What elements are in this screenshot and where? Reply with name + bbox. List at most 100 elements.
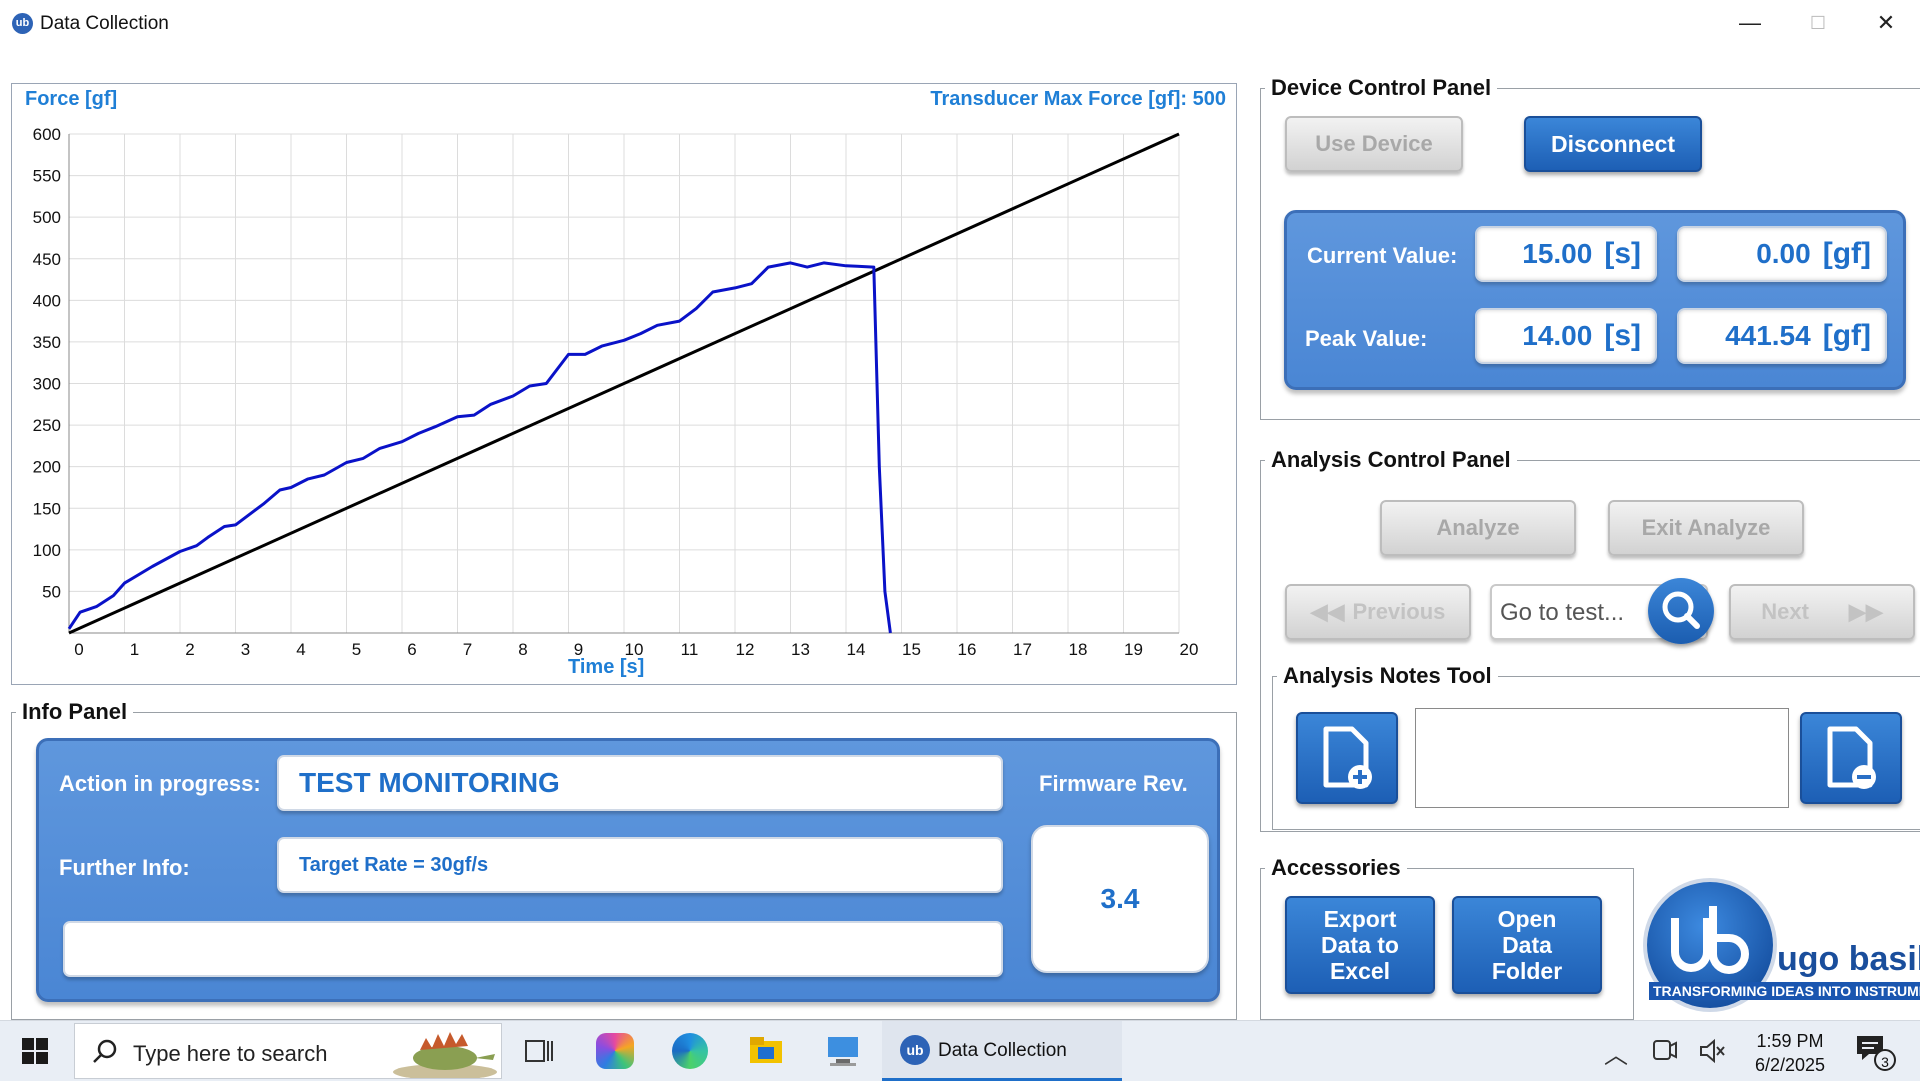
taskbar: Type here to search ub Data Collection ︿… [0, 1020, 1920, 1081]
taskbar-app-data-collection[interactable]: ub Data Collection [882, 1021, 1122, 1081]
notes-textbox[interactable] [1415, 708, 1789, 808]
current-time-unit: [s] [1604, 237, 1641, 270]
volume-muted-icon[interactable] [1698, 1037, 1726, 1065]
accessories-panel: Accessories [1260, 855, 1634, 1020]
add-document-icon [1323, 726, 1372, 789]
current-time-display: 15.00 [s] [1475, 226, 1657, 282]
current-force-value: 0.00 [1756, 238, 1811, 269]
x-tick-label: 5 [352, 640, 361, 659]
peak-time-unit: [s] [1604, 319, 1641, 352]
target-ramp-line [68, 132, 1180, 635]
previous-label: Previous [1352, 599, 1446, 624]
open-data-folder-button[interactable]: Open Data Folder [1452, 896, 1602, 994]
peak-time-display: 14.00 [s] [1475, 308, 1657, 364]
action-value: TEST MONITORING [299, 767, 560, 798]
info-panel: Info Panel [11, 699, 1237, 1020]
task-view-icon[interactable] [524, 1037, 554, 1065]
analyze-button[interactable]: Analyze [1380, 500, 1576, 556]
use-device-button[interactable]: Use Device [1285, 116, 1463, 172]
exit-analyze-button[interactable]: Exit Analyze [1608, 500, 1804, 556]
previous-button[interactable]: ◀◀ Previous [1285, 584, 1471, 640]
x-tick-label: 4 [296, 640, 305, 659]
show-hidden-icons-chevron-icon[interactable]: ︿ [1604, 1042, 1628, 1069]
remove-document-icon [1827, 726, 1876, 789]
y-tick-label: 250 [33, 416, 61, 435]
copilot-icon[interactable] [596, 1033, 634, 1069]
chart-y-label: Force [gf] [25, 88, 118, 110]
windows-logo-icon [22, 1038, 48, 1064]
firmware-value-box: 3.4 [1031, 825, 1209, 973]
remote-desktop-icon[interactable] [826, 1035, 860, 1067]
chart-x-label: Time [s] [568, 656, 645, 678]
next-button[interactable]: Next ▶▶ [1729, 584, 1915, 640]
y-tick-label: 300 [33, 375, 61, 394]
magnifier-icon [1662, 591, 1700, 629]
taskbar-app-label: Data Collection [938, 1040, 1067, 1061]
x-tick-label: 20 [1180, 640, 1199, 659]
y-tick-label: 200 [33, 458, 61, 477]
file-explorer-icon[interactable] [750, 1035, 782, 1065]
y-tick-label: 600 [33, 125, 61, 144]
notification-center-button[interactable]: 3 [1854, 1033, 1896, 1073]
x-tick-label: 2 [185, 640, 194, 659]
force-chart: Force [gf] Transducer Max Force [gf]: 50… [11, 83, 1237, 685]
x-tick-label: 10 [625, 640, 644, 659]
x-tick-label: 17 [1013, 640, 1032, 659]
search-icon [93, 1039, 117, 1063]
y-tick-label: 350 [33, 333, 61, 352]
value-display-panel: Current Value: Peak Value: 15.00 [s] 0.00… [1284, 210, 1906, 390]
analysis-control-panel: Analysis Control Panel [1260, 447, 1920, 832]
app-taskbar-icon: ub [900, 1035, 930, 1065]
next-arrow-icon: ▶▶ [1848, 599, 1883, 624]
further-info-box: Target Rate = 30gf/s [277, 837, 1003, 893]
peak-force-unit: [gf] [1822, 319, 1871, 352]
further-info-value: Target Rate = 30gf/s [299, 853, 489, 876]
notification-count: 3 [1874, 1049, 1896, 1071]
edge-browser-icon[interactable] [672, 1033, 708, 1069]
x-tick-label: 7 [463, 640, 472, 659]
export-excel-button[interactable]: Export Data to Excel [1285, 896, 1435, 994]
x-tick-label: 9 [574, 640, 583, 659]
add-note-button[interactable] [1296, 712, 1398, 804]
disconnect-button[interactable]: Disconnect [1524, 116, 1702, 172]
x-tick-label: 1 [130, 640, 139, 659]
info-display-panel: Action in progress: TEST MONITORING Furt… [36, 738, 1220, 1002]
extra-info-box [63, 921, 1003, 977]
peak-time-value: 14.00 [1522, 320, 1593, 351]
taskbar-clock[interactable]: 1:59 PM 6/2/2025 [1740, 1029, 1840, 1077]
x-tick-label: 19 [1124, 640, 1143, 659]
x-tick-label: 8 [518, 640, 527, 659]
further-info-label: Further Info: [59, 855, 190, 880]
y-tick-label: 450 [33, 250, 61, 269]
maximize-button[interactable]: ☐ [1809, 12, 1827, 33]
chart-plot: 0 1 2 3 4 5 6 7 8 9 10 11 12 13 14 15 16 17 18 19 2050100150… [33, 125, 1199, 659]
peak-value-label: Peak Value: [1305, 326, 1428, 351]
x-tick-label: 13 [791, 640, 810, 659]
clock-date: 6/2/2025 [1754, 1055, 1826, 1075]
x-tick-label: 0 [74, 640, 83, 659]
app-logo-icon: ub [12, 13, 33, 34]
company-logo: ugo basile TRANSFORMING IDEAS INTO INSTR… [1645, 882, 1920, 1010]
close-button[interactable]: ✕ [1876, 10, 1896, 35]
info-panel-title: Info Panel [16, 699, 134, 725]
y-tick-label: 100 [33, 541, 61, 560]
search-button[interactable] [1648, 578, 1714, 644]
y-tick-label: 50 [42, 582, 61, 601]
measured-force-line [67, 261, 892, 634]
transducer-max-label: Transducer Max Force [gf]: 500 [930, 88, 1226, 110]
device-panel-title: Device Control Panel [1265, 75, 1498, 101]
current-force-display: 0.00 [gf] [1677, 226, 1887, 282]
taskbar-search-box[interactable]: Type here to search [74, 1023, 502, 1079]
minimize-button[interactable]: — [1739, 10, 1761, 35]
start-button[interactable] [0, 1021, 70, 1081]
x-tick-label: 12 [736, 640, 755, 659]
x-tick-label: 3 [241, 640, 250, 659]
go-to-test-placeholder: Go to test... [1500, 599, 1625, 626]
y-tick-label: 500 [33, 208, 61, 227]
analysis-panel-title: Analysis Control Panel [1265, 447, 1517, 473]
meet-now-icon[interactable] [1652, 1037, 1678, 1065]
stegosaurus-icon [393, 1032, 497, 1078]
x-tick-label: 14 [847, 640, 866, 659]
remove-note-button[interactable] [1800, 712, 1902, 804]
clock-time: 1:59 PM [1756, 1031, 1824, 1051]
